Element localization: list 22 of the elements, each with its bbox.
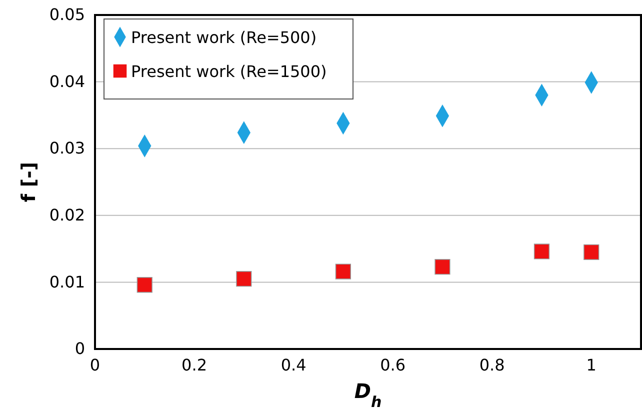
point [434,259,450,275]
x-tick-label: 0.6 [380,355,406,374]
y-tick-label: 0 [74,339,85,358]
y-tick-label: 0.04 [49,72,85,91]
point [136,277,152,293]
legend-label: Present work (Re=1500) [131,62,327,81]
point [335,264,351,280]
x-tick-label: 0.8 [479,355,505,374]
x-tick-label: 0.4 [280,355,306,374]
point [534,244,550,260]
point [584,244,600,260]
y-axis-title: f [-] [18,162,40,202]
point [236,271,252,287]
x-axis-title: D$_{h}$ [354,379,382,411]
y-tick-label: 0.01 [49,272,85,292]
y-tick-label: 0.03 [49,138,85,158]
legend-label: Present work (Re=500) [131,28,317,47]
x-tick-label: 1 [586,355,596,374]
x-tick-label: 0.2 [182,355,207,374]
x-tick-label: 0 [90,355,100,374]
y-tick-label: 0.02 [49,206,85,225]
y-tick-label: 0.05 [49,5,85,24]
